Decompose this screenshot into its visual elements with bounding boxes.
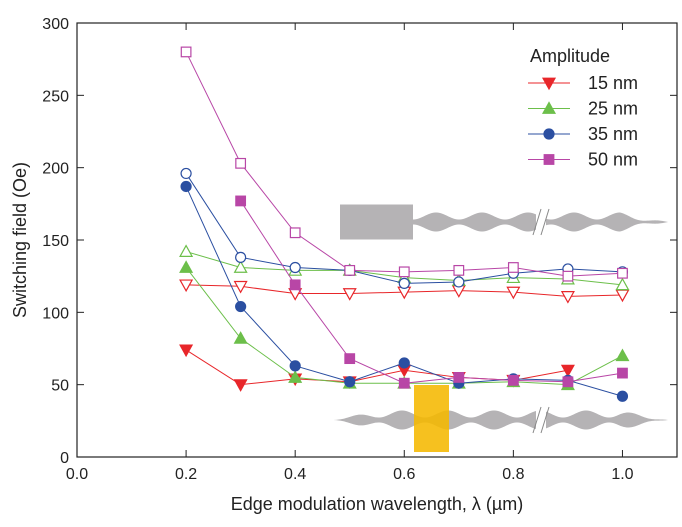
marker <box>453 276 465 288</box>
marker <box>179 279 194 293</box>
y-tick-label: 0 <box>60 450 69 467</box>
y-tick-label: 150 <box>42 233 69 250</box>
marker <box>344 264 356 276</box>
marker <box>398 377 410 389</box>
wire-break <box>536 406 546 434</box>
legend-label: 50 nm <box>588 150 638 170</box>
x-tick-label: 1.0 <box>611 466 633 483</box>
plot-frame <box>76 22 678 458</box>
marker <box>453 264 465 276</box>
break-mark <box>540 208 550 236</box>
marker <box>617 267 628 279</box>
marker <box>344 376 356 388</box>
marker <box>233 379 248 392</box>
series-line <box>185 51 623 277</box>
marker <box>453 372 465 383</box>
wire-break <box>536 208 546 236</box>
legend-label: 35 nm <box>588 124 638 144</box>
legend-marker <box>543 128 555 140</box>
marker <box>289 360 301 372</box>
x-tick-label: 0.2 <box>175 466 197 483</box>
marker <box>507 374 519 386</box>
marker <box>617 367 628 379</box>
wire-pad <box>340 204 413 240</box>
x-tick-label: 0.0 <box>66 466 88 483</box>
marker <box>616 390 629 402</box>
series-line <box>240 200 623 384</box>
marker <box>289 227 301 239</box>
marker <box>233 331 248 344</box>
marker <box>398 266 410 278</box>
inset-wires <box>333 204 668 452</box>
marker <box>562 270 574 282</box>
break-mark <box>532 406 542 434</box>
x-tick-label: 0.4 <box>284 466 306 483</box>
y-tick-label: 300 <box>42 16 69 33</box>
marker <box>398 277 410 289</box>
y-axis-label: Switching field (Oe) <box>10 162 30 318</box>
wire-shape <box>333 410 668 430</box>
marker <box>560 364 575 378</box>
y-tick-label: 50 <box>51 378 69 395</box>
marker <box>560 291 575 304</box>
x-tick-label: 0.8 <box>502 466 524 483</box>
y-tick-label: 100 <box>42 305 69 322</box>
marker <box>235 251 247 263</box>
marker <box>342 288 357 301</box>
marker <box>179 244 194 257</box>
marker <box>180 46 192 58</box>
legend-marker <box>541 77 557 91</box>
marker <box>289 279 301 291</box>
marker <box>179 260 194 273</box>
x-tick-label: 0.6 <box>393 466 415 483</box>
legend-label: 15 nm <box>588 73 638 93</box>
marker <box>233 280 248 294</box>
marker <box>235 195 247 207</box>
marker <box>615 348 630 362</box>
legend-label: 25 nm <box>588 99 638 119</box>
marker <box>180 167 192 180</box>
marker <box>289 261 301 274</box>
highlight-box <box>414 385 449 452</box>
break-mark <box>532 208 542 236</box>
x-axis-label: Edge modulation wavelength, λ (µm) <box>231 494 524 514</box>
marker <box>179 344 194 358</box>
marker <box>235 300 247 313</box>
marker <box>398 357 410 369</box>
legend-title: Amplitude <box>530 46 610 66</box>
y-tick-label: 200 <box>42 161 69 178</box>
marker <box>562 376 574 388</box>
marker <box>506 286 521 300</box>
break-mark <box>540 406 550 434</box>
marker <box>235 157 247 169</box>
y-tick-label: 250 <box>42 88 69 105</box>
marker <box>233 260 248 273</box>
marker <box>615 277 630 291</box>
marker <box>288 370 303 383</box>
marker <box>507 262 519 273</box>
legend-marker <box>543 154 555 165</box>
legend-marker <box>541 101 557 114</box>
marker <box>344 353 356 365</box>
marker <box>180 180 192 193</box>
